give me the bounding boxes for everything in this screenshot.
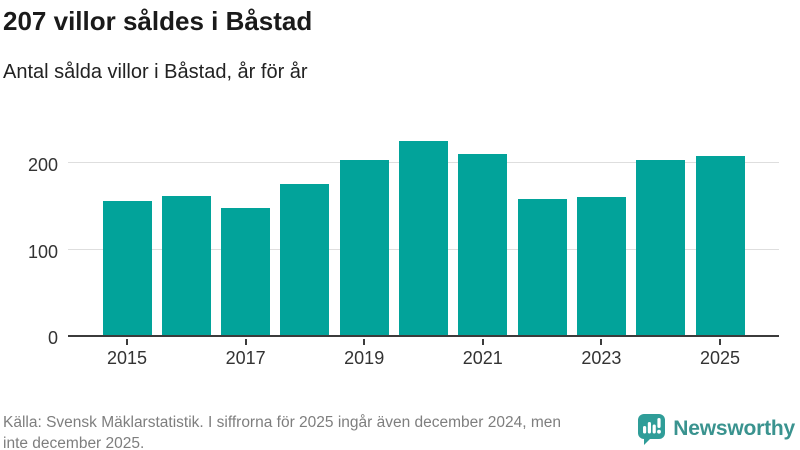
bar-2022 xyxy=(517,199,567,335)
y-axis-label-200: 200 xyxy=(27,155,58,176)
x-axis-label-2021: 2021 xyxy=(462,348,503,368)
x-axis-label-2025: 2025 xyxy=(699,348,741,368)
source-note-line-1: Källa: Svensk Mäklarstatistik. I siffror… xyxy=(3,414,561,431)
x-axis-tick-2015 xyxy=(126,339,128,345)
newsworthy-logo: Newsworthy xyxy=(637,412,795,446)
bar-2016 xyxy=(161,195,211,335)
bar-2019 xyxy=(339,159,389,335)
chart-subtitle: Antal sålda villor i Båstad, år för år xyxy=(3,61,308,83)
x-axis-tick-2021 xyxy=(481,339,484,345)
x-axis-label-2019: 2019 xyxy=(344,348,385,368)
y-axis-label-100: 100 xyxy=(27,241,58,262)
x-axis-tick-2019 xyxy=(363,339,366,345)
x-axis-label-2015: 2015 xyxy=(106,348,148,368)
newsworthy-wordmark: Newsworthy xyxy=(673,417,795,440)
bar-2020 xyxy=(399,140,448,335)
page-title: 207 villor såldes i Båstad xyxy=(3,6,313,36)
x-axis-tick-2023 xyxy=(600,339,603,345)
newsworthy-chart-bubble-icon xyxy=(638,413,666,445)
source-note: Källa: Svensk Mäklarstatistik. I siffror… xyxy=(3,412,648,450)
bar-2021 xyxy=(458,154,508,335)
bar-2023 xyxy=(576,196,626,335)
bar-2015 xyxy=(102,201,152,335)
x-axis-tick-2025 xyxy=(719,339,721,345)
y-axis-label-0: 0 xyxy=(47,328,58,348)
source-note-line-2: inte december 2025. xyxy=(3,435,145,450)
x-axis-tick-2017 xyxy=(244,339,247,345)
bar-2024 xyxy=(636,160,686,335)
bar-2025 xyxy=(695,156,745,335)
bar-2017 xyxy=(221,208,271,335)
bar-chart: 0 100 200 2015 2017 2019 2021 2023 2025 xyxy=(0,140,800,380)
plot-area xyxy=(68,140,779,337)
x-axis-label-2023: 2023 xyxy=(581,348,622,368)
x-axis-label-2017: 2017 xyxy=(225,348,266,368)
bar-2018 xyxy=(280,183,330,335)
